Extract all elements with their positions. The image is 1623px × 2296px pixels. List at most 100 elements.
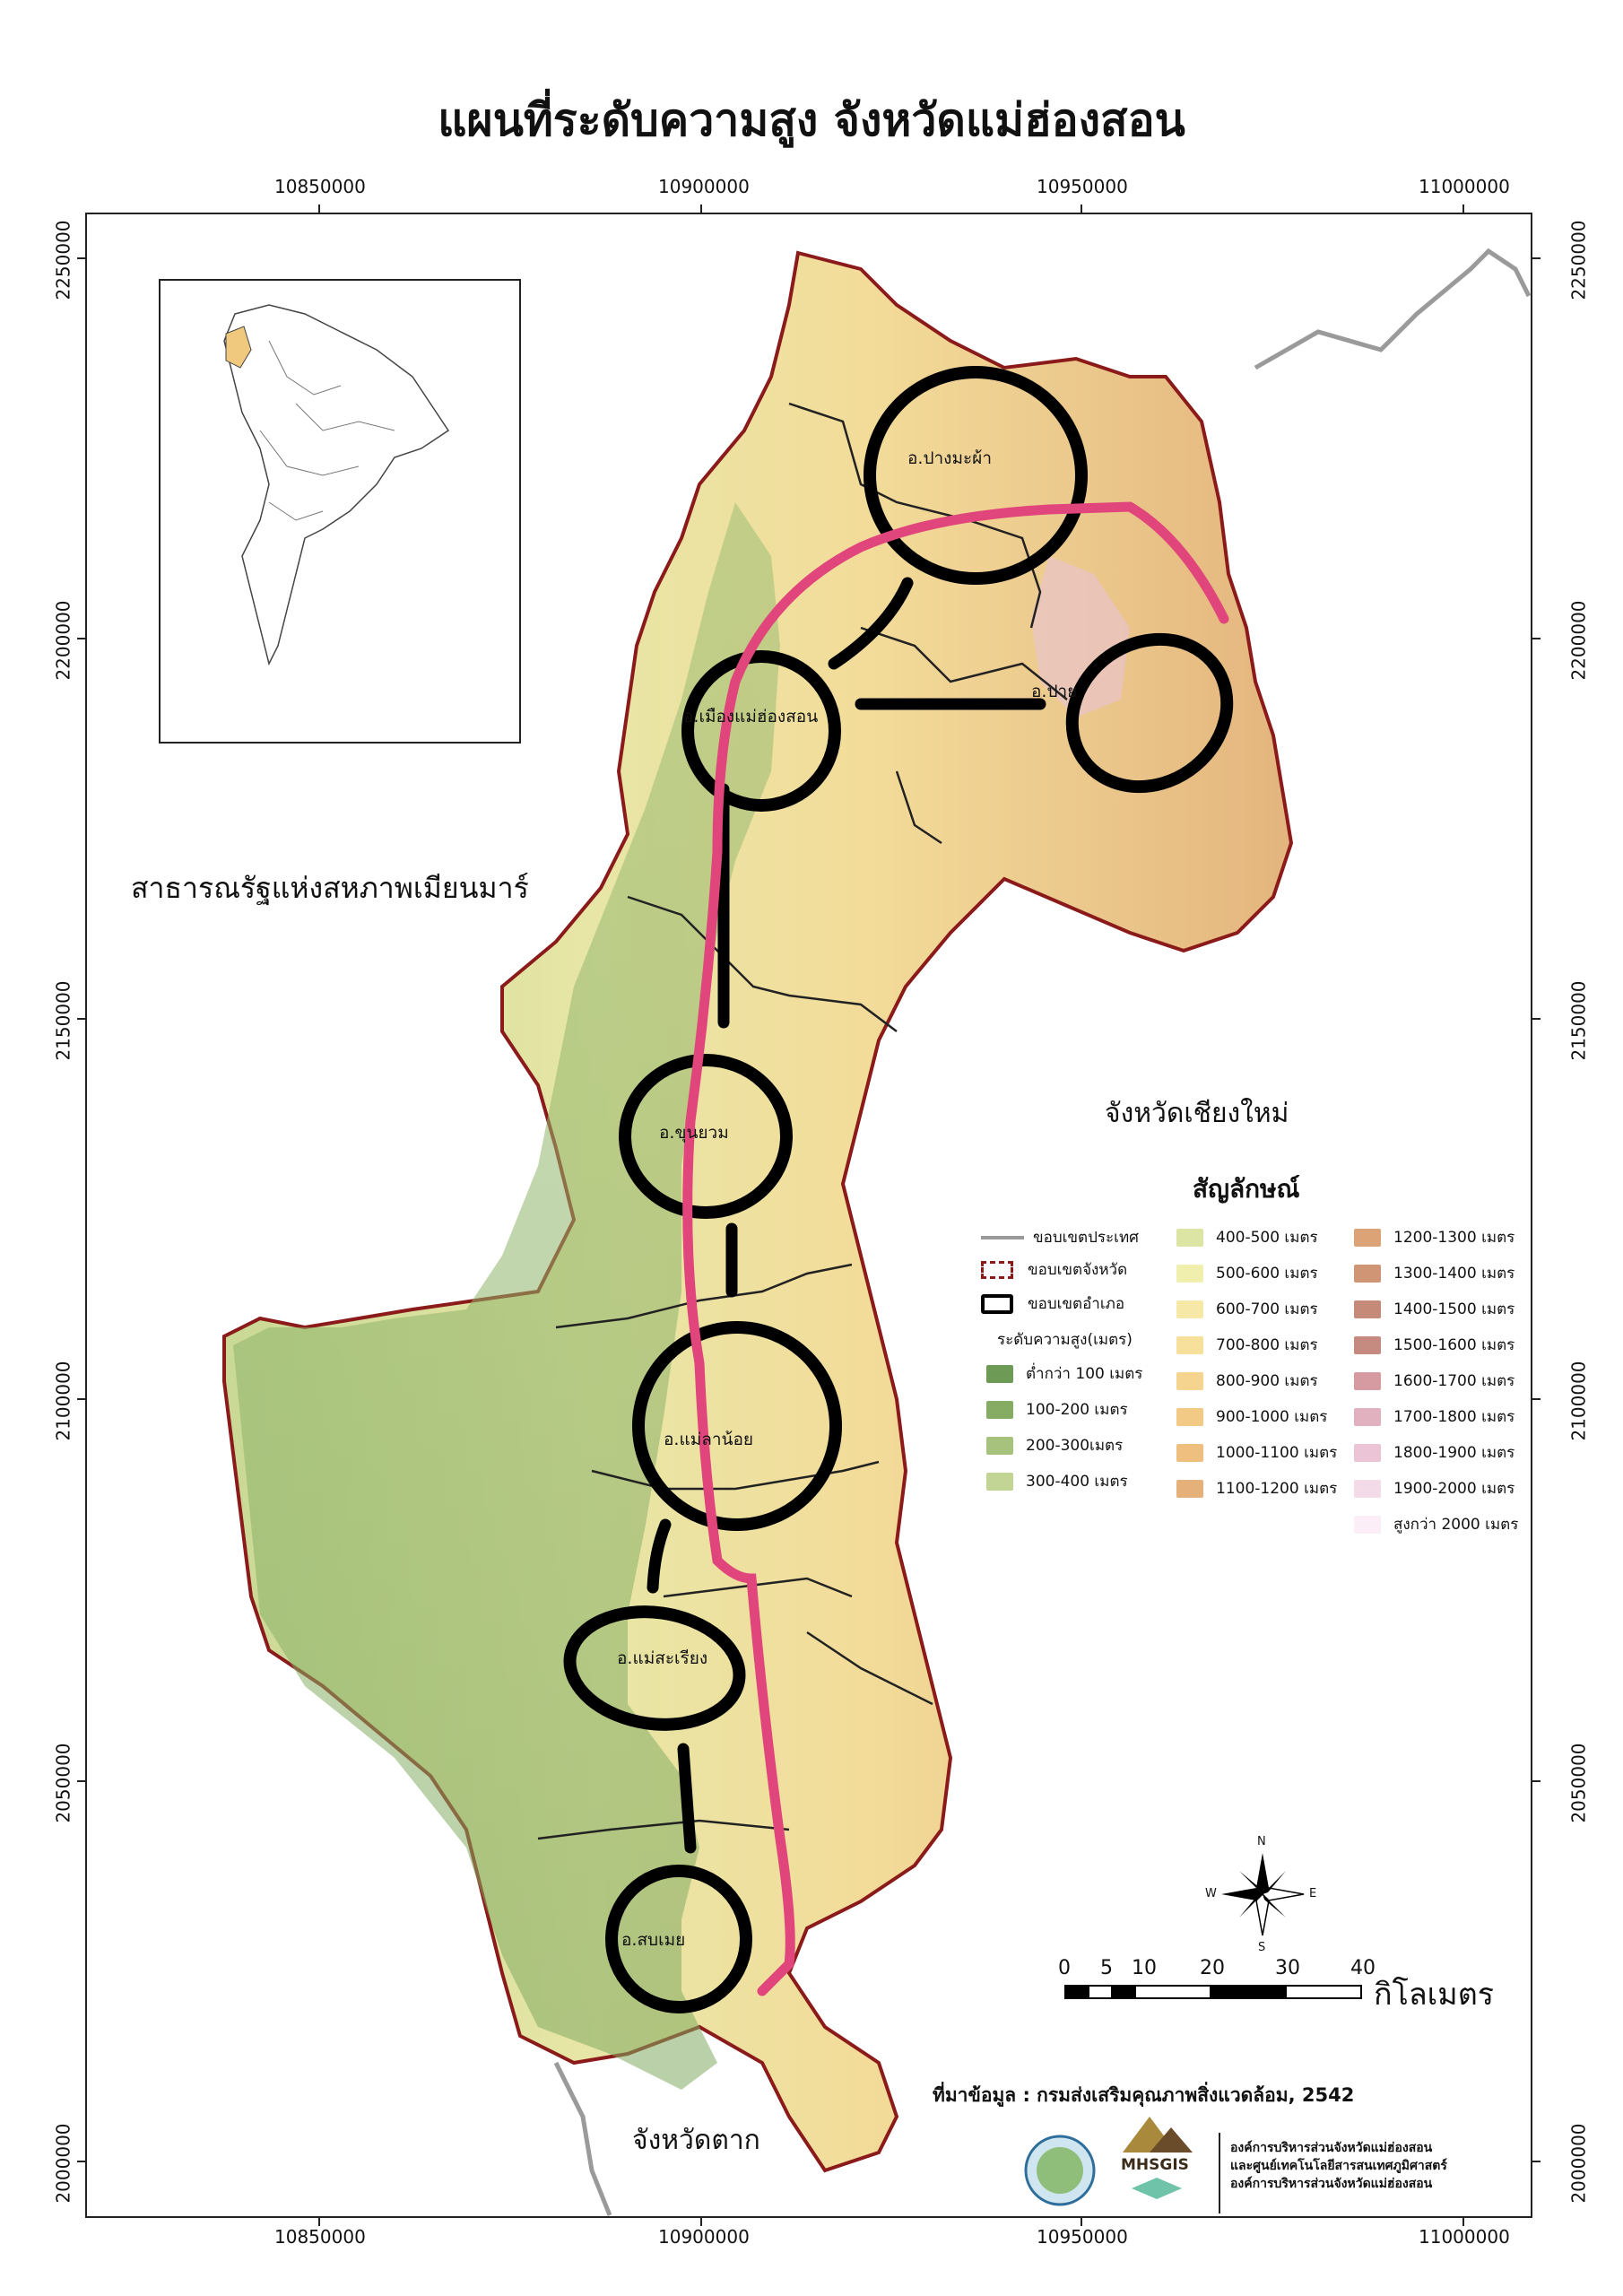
scale-bar bbox=[1064, 1985, 1362, 1999]
inset-highlight-province bbox=[225, 326, 252, 369]
legend-elev-label: 200-300เมตร bbox=[1026, 1437, 1124, 1455]
legend-district-border: ขอบเขตอำเภอ bbox=[981, 1292, 1124, 1316]
legend-elev-label: 1300-1400 เมตร bbox=[1393, 1265, 1515, 1283]
elevation-swatch bbox=[1176, 1371, 1203, 1390]
country-border-swatch bbox=[981, 1235, 1024, 1239]
scale-tick-40: 40 bbox=[1350, 1957, 1376, 1979]
legend-elev-11: 1000-1100 เมตร bbox=[1176, 1440, 1337, 1465]
legend-elev-label: 600-700 เมตร bbox=[1216, 1300, 1318, 1318]
legend-elev-17: 1600-1700 เมตร bbox=[1354, 1369, 1515, 1393]
legend-elev-12: 1100-1200 เมตร bbox=[1176, 1476, 1337, 1500]
data-source: ที่มาข้อมูล : กรมส่งเสริมคุณภาพสิ่งแวดล้… bbox=[933, 2084, 1355, 2106]
district-label-khun-yuam: อ.ขุนยวม bbox=[659, 1123, 729, 1143]
region-chiang-mai: จังหวัดเชียงใหม่ bbox=[1105, 1098, 1289, 1129]
legend-elevation-header: ระดับความสูง(เมตร) bbox=[997, 1327, 1133, 1352]
district-label-sop-moei: อ.สบเมย bbox=[621, 1930, 686, 1950]
mhsgis-logo bbox=[1123, 2117, 1193, 2199]
elevation-swatch bbox=[1176, 1479, 1203, 1498]
x-coord-bottom-2: 10900000 bbox=[658, 2226, 750, 2248]
org-line-3: องค์การบริหารส่วนจังหวัดแม่ฮ่องสอน bbox=[1230, 2177, 1433, 2191]
legend-elev-label: 1400-1500 เมตร bbox=[1393, 1300, 1515, 1318]
elevation-swatch bbox=[1354, 1479, 1381, 1498]
elevation-swatch bbox=[986, 1400, 1013, 1419]
legend-elev-label: ต่ำกว่า 100 เมตร bbox=[1026, 1365, 1143, 1383]
x-coord-top-3: 10950000 bbox=[1037, 176, 1128, 197]
legend-elev-16: 1500-1600 เมตร bbox=[1354, 1333, 1515, 1357]
legend-elev-1: ต่ำกว่า 100 เมตร bbox=[986, 1361, 1142, 1386]
elevation-swatch bbox=[986, 1436, 1013, 1455]
legend-country-border: ขอบเขตประเทศ bbox=[981, 1225, 1139, 1249]
elevation-swatch bbox=[1176, 1228, 1203, 1247]
route-line bbox=[682, 501, 1229, 1996]
x-coord-top-2: 10900000 bbox=[658, 176, 750, 197]
elevation-swatch bbox=[1176, 1407, 1203, 1426]
scale-tick-30: 30 bbox=[1275, 1957, 1300, 1979]
legend-elev-21: สูงกว่า 2000 เมตร bbox=[1354, 1512, 1518, 1536]
elevation-swatch bbox=[1354, 1443, 1381, 1462]
legend-province-border: ขอบเขตจังหวัด bbox=[981, 1257, 1127, 1282]
elevation-swatch bbox=[986, 1364, 1013, 1383]
elevation-swatch bbox=[1354, 1515, 1381, 1534]
legend-elev-label: 1200-1300 เมตร bbox=[1393, 1229, 1515, 1247]
legend-elev-label: 1000-1100 เมตร bbox=[1216, 1444, 1338, 1462]
province-border-swatch bbox=[981, 1260, 1013, 1279]
legend-elev-7: 600-700 เมตร bbox=[1176, 1297, 1318, 1321]
district-label-pai: อ.ปาย bbox=[1031, 682, 1078, 701]
compass-rose bbox=[1221, 1853, 1305, 1936]
district-label-mae-la-noi: อ.แม่ลาน้อย bbox=[664, 1430, 754, 1449]
legend-elev-label: 1600-1700 เมตร bbox=[1393, 1372, 1515, 1390]
connector-strokes bbox=[647, 577, 1046, 1854]
legend-elev-label: 700-800 เมตร bbox=[1216, 1336, 1318, 1354]
scale-tick-10: 10 bbox=[1132, 1957, 1157, 1979]
legend-elev-label: 1900-2000 เมตร bbox=[1393, 1480, 1515, 1498]
frame-ticks bbox=[77, 204, 1541, 2226]
legend-elev-8: 700-800 เมตร bbox=[1176, 1333, 1318, 1357]
legend-elev-label: สูงกว่า 2000 เมตร bbox=[1393, 1516, 1519, 1534]
legend-elev-10: 900-1000 เมตร bbox=[1176, 1405, 1327, 1429]
elevation-swatch bbox=[1176, 1264, 1203, 1283]
western-valley bbox=[233, 502, 780, 2090]
district-label-pang-ma-pha: อ.ปางมะผ้า bbox=[907, 448, 992, 468]
elevation-swatch bbox=[1354, 1228, 1381, 1247]
legend-elev-label: 900-1000 เมตร bbox=[1216, 1408, 1328, 1426]
legend-elev-5: 400-500 เมตร bbox=[1176, 1225, 1318, 1249]
legend-elev-2: 100-200 เมตร bbox=[986, 1397, 1128, 1422]
legend-elev-label: 300-400 เมตร bbox=[1026, 1473, 1128, 1491]
elevation-swatch bbox=[1354, 1300, 1381, 1318]
elevation-swatch bbox=[1354, 1407, 1381, 1426]
legend-elev-19: 1800-1900 เมตร bbox=[1354, 1440, 1515, 1465]
x-coord-bottom-1: 10850000 bbox=[274, 2226, 366, 2248]
region-myanmar: สาธารณรัฐแห่งสหภาพเมียนมาร์ bbox=[131, 871, 529, 905]
legend-elev-label: 800-900 เมตร bbox=[1216, 1372, 1318, 1390]
legend-elev-label: 1700-1800 เมตร bbox=[1393, 1408, 1515, 1426]
legend-elev-label: 1100-1200 เมตร bbox=[1216, 1480, 1338, 1498]
x-coord-bottom-3: 10950000 bbox=[1037, 2226, 1128, 2248]
scale-unit: กิโลเมตร bbox=[1374, 1977, 1495, 2013]
district-label-mae-sariang: อ.แม่สะเรียง bbox=[617, 1648, 708, 1668]
legend-boundary-label: ขอบเขตประเทศ bbox=[1033, 1229, 1139, 1247]
legend-elev-9: 800-900 เมตร bbox=[1176, 1369, 1318, 1393]
scale-tick-20: 20 bbox=[1200, 1957, 1225, 1979]
legend-elev-label: 1800-1900 เมตร bbox=[1393, 1444, 1515, 1462]
elevation-swatch bbox=[1354, 1264, 1381, 1283]
legend-title: สัญลักษณ์ bbox=[1193, 1174, 1300, 1204]
region-tak: จังหวัดตาก bbox=[632, 2125, 760, 2156]
legend-elev-label: 400-500 เมตร bbox=[1216, 1229, 1318, 1247]
country-border bbox=[1254, 248, 1532, 370]
legend-elev-label: 500-600 เมตร bbox=[1216, 1265, 1318, 1283]
elevation-swatch bbox=[1176, 1335, 1203, 1354]
legend-elev-label: 100-200 เมตร bbox=[1026, 1401, 1128, 1419]
inset-thailand bbox=[223, 304, 450, 666]
legend-elev-18: 1700-1800 เมตร bbox=[1354, 1405, 1515, 1429]
elevation-swatch bbox=[1354, 1335, 1381, 1354]
x-coord-top-1: 10850000 bbox=[274, 176, 366, 197]
legend-elev-4: 300-400 เมตร bbox=[986, 1469, 1128, 1493]
district-circles bbox=[563, 366, 1234, 2013]
compass-n: N bbox=[1257, 1835, 1266, 1848]
legend-elev-label: 1500-1600 เมตร bbox=[1393, 1336, 1515, 1354]
scale-tick-5: 5 bbox=[1100, 1957, 1113, 1979]
inset-province-lines bbox=[259, 340, 395, 521]
district-border-swatch bbox=[981, 1293, 1013, 1314]
legend-elev-14: 1300-1400 เมตร bbox=[1354, 1261, 1515, 1285]
org-seal-logo bbox=[1024, 2135, 1096, 2206]
